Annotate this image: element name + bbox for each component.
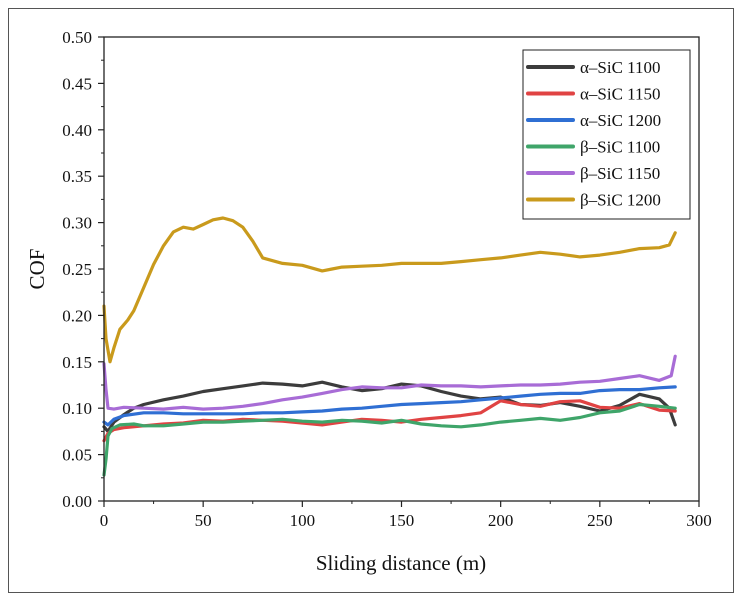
y-tick-label: 0.05: [62, 446, 92, 465]
x-tick-label: 300: [686, 511, 712, 530]
series-line-5: [102, 354, 677, 411]
y-tick-label: 0.15: [62, 353, 92, 372]
series-line-6: [102, 216, 677, 364]
x-tick-label: 200: [488, 511, 514, 530]
x-tick-label: 150: [389, 511, 415, 530]
series-line-2: [102, 399, 677, 443]
legend-label-2: α–SiC 1150: [580, 85, 661, 104]
y-tick-label: 0.50: [62, 28, 92, 47]
y-tick-label: 0.00: [62, 492, 92, 511]
legend-box: [522, 49, 691, 220]
x-tick-label: 50: [195, 511, 212, 530]
legend-label-4: β–SiC 1100: [580, 138, 660, 157]
legend-label-5: β–SiC 1150: [580, 164, 660, 183]
legend-label-6: β–SiC 1200: [580, 191, 661, 210]
y-tick-label: 0.45: [62, 74, 92, 93]
y-tick-label: 0.25: [62, 260, 92, 279]
x-axis-label: Sliding distance (m): [316, 551, 486, 575]
x-tick-label: 100: [290, 511, 316, 530]
y-axis-label: COF: [25, 249, 49, 290]
series-line-1: [102, 380, 677, 433]
x-tick-label: 250: [587, 511, 613, 530]
y-tick-label: 0.10: [62, 399, 92, 418]
legend-label-3: α–SiC 1200: [580, 111, 661, 130]
legend: α–SiC 1100 α–SiC 1150 α–SiC 1200 β–SiC 1100…: [522, 49, 691, 220]
series-line-3: [102, 385, 677, 427]
legend-label-1: α–SiC 1100: [580, 58, 661, 77]
x-tick-label: 0: [100, 511, 109, 530]
y-tick-label: 0.30: [62, 214, 92, 233]
y-tick-label: 0.20: [62, 306, 92, 325]
y-tick-label: 0.40: [62, 121, 92, 140]
y-tick-label: 0.35: [62, 167, 92, 186]
series-line-4: [102, 402, 677, 477]
